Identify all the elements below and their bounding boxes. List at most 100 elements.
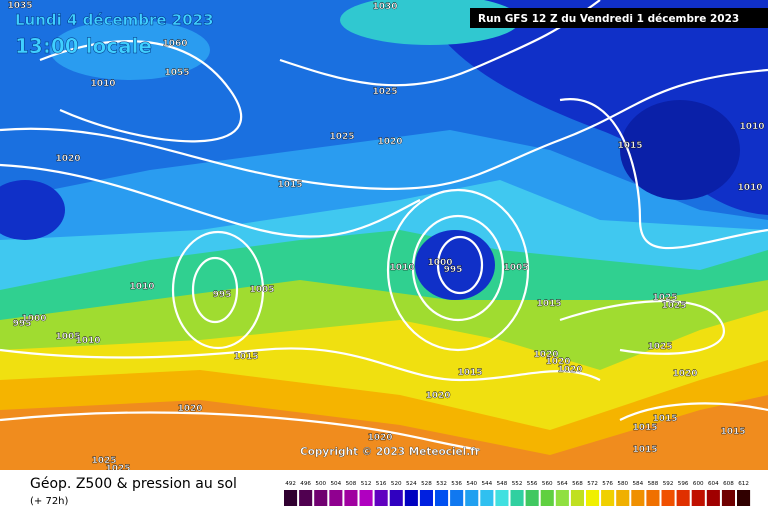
scale-swatch (465, 490, 479, 506)
scale-label: 576 (602, 481, 613, 487)
isobar-label: 1055 (164, 68, 189, 78)
isobar-label: 1020 (425, 391, 450, 401)
scale-swatch (299, 490, 313, 506)
isobar-label: 1015 (617, 141, 642, 151)
scale-label: 544 (482, 481, 493, 487)
isobar-label: 1025 (91, 456, 116, 466)
isobar (39, 40, 243, 143)
isobar-label: 995 (213, 290, 232, 300)
isobar-label: 1015 (536, 299, 561, 309)
isobar-label: 1015 (632, 445, 657, 455)
isobar-label: 1010 (737, 183, 762, 193)
field-band (50, 20, 210, 80)
scale-swatch (555, 490, 569, 506)
isobar-label: 1005 (503, 263, 528, 273)
isobar (619, 402, 768, 421)
isobar-label: 995 (13, 319, 32, 329)
isobar-label: 1025 (105, 464, 130, 474)
isobar-label: 1010 (739, 122, 764, 132)
scale-label: 496 (300, 481, 311, 487)
scale-swatch (480, 490, 494, 506)
scale-label: 580 (617, 481, 628, 487)
footer-lead: (+ 72h) (30, 496, 69, 507)
isobar-label: 1020 (177, 404, 202, 414)
isobar (559, 300, 725, 355)
scale-swatch (661, 490, 675, 506)
isobar-label: 1025 (661, 301, 686, 311)
isobar-label: 1015 (720, 427, 745, 437)
scale-swatch (344, 490, 358, 506)
isobar (0, 163, 421, 238)
scale-swatch (646, 490, 660, 506)
field-band (0, 180, 65, 240)
field-band (415, 230, 495, 300)
scale-label: 612 (738, 481, 749, 487)
scale-label: 608 (723, 481, 734, 487)
isobar (0, 68, 768, 191)
isobar-label: 1010 (90, 79, 115, 89)
scale-label: 548 (497, 481, 508, 487)
scale-swatch (540, 490, 554, 506)
scale-label: 528 (421, 481, 432, 487)
scale-swatch (676, 490, 690, 506)
scale-label: 592 (663, 481, 674, 487)
scale-swatch (525, 490, 539, 506)
isobar-label: 1015 (233, 352, 258, 362)
scale-label: 508 (346, 481, 357, 487)
geopotential-field (0, 0, 768, 455)
color-scale: 492 496 500 504 508 512 516 520 524 528 532 536 540 5… (284, 481, 751, 506)
scale-label: 600 (693, 481, 704, 487)
scale-swatch (737, 490, 751, 506)
scale-swatch (586, 490, 600, 506)
scale-label: 588 (648, 481, 659, 487)
isobar (411, 214, 505, 322)
isobar-label: 1020 (672, 369, 697, 379)
isobar-label: 1060 (162, 39, 187, 49)
scale-label: 516 (376, 481, 387, 487)
forecast-time: 13:00 locale (15, 34, 152, 58)
isobar-label: 1025 (647, 342, 672, 352)
isobar-label: 1035 (7, 1, 32, 11)
scale-label: 524 (406, 481, 417, 487)
isobar-label: 1010 (389, 263, 414, 273)
scale-swatch (374, 490, 388, 506)
footer-title: Géop. Z500 & pression au sol (30, 476, 237, 492)
scale-swatch (314, 490, 328, 506)
isobar (191, 256, 239, 324)
scale-swatch (495, 490, 509, 506)
isobar (171, 230, 265, 350)
scale-label: 560 (542, 481, 553, 487)
isobar (0, 411, 481, 452)
isobars (0, 0, 768, 452)
forecast-date: Lundi 4 décembre 2023 (15, 11, 214, 29)
scale-swatch (359, 490, 373, 506)
run-box (470, 8, 768, 28)
isobar-label: 1015 (632, 423, 657, 433)
isobar (386, 188, 530, 352)
isobar (436, 235, 484, 295)
scale-label: 568 (572, 481, 583, 487)
isobar-label: 1005 (249, 285, 274, 295)
isobar-label: 1015 (457, 368, 482, 378)
isobar (559, 98, 768, 250)
isobar-label: 1010 (129, 282, 154, 292)
scale-label: 556 (527, 481, 538, 487)
scale-swatch (691, 490, 705, 506)
field-band (620, 100, 740, 200)
scale-swatch (570, 490, 584, 506)
scale-label: 604 (708, 481, 719, 487)
copyright: Copyright © 2023 Meteociel.fr (300, 446, 481, 458)
scale-swatch (389, 490, 403, 506)
isobar-label: 995 (444, 265, 463, 275)
isobar-label: 1015 (277, 180, 302, 190)
isobar-label: 1005 (55, 332, 80, 342)
scale-label: 540 (466, 481, 477, 487)
isobar-label: 1020 (367, 433, 392, 443)
scale-label: 536 (451, 481, 462, 487)
isobar (0, 347, 601, 382)
scale-label: 552 (512, 481, 523, 487)
isobar-label: 1015 (652, 414, 677, 424)
isobar-label: 1020 (377, 137, 402, 147)
scale-swatch (419, 490, 433, 506)
